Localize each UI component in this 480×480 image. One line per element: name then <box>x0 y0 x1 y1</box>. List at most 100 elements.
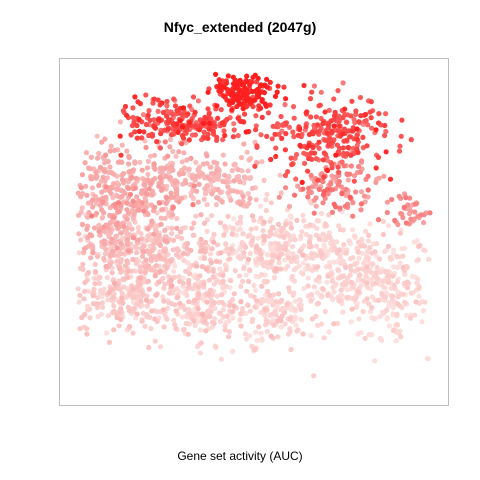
scatter-point <box>211 320 217 327</box>
scatter-point <box>283 120 289 126</box>
scatter-point <box>399 211 405 217</box>
scatter-point <box>214 293 220 299</box>
scatter-point <box>207 164 213 170</box>
scatter-point <box>187 310 193 317</box>
scatter-point <box>245 302 251 308</box>
scatter-point <box>76 299 82 305</box>
scatter-point <box>338 287 344 293</box>
scatter-point <box>265 288 271 294</box>
scatter-point <box>268 241 274 247</box>
scatter-point <box>130 256 136 263</box>
scatter-point <box>314 252 320 259</box>
scatter-point <box>238 283 244 289</box>
scatter-point <box>395 294 401 300</box>
scatter-point <box>229 168 235 174</box>
scatter-point <box>104 275 110 281</box>
scatter-point <box>185 260 191 266</box>
scatter-point <box>242 331 248 337</box>
scatter-point <box>137 264 143 270</box>
scatter-point <box>251 217 257 223</box>
scatter-point <box>214 167 221 173</box>
scatter-point <box>149 133 155 139</box>
scatter-point <box>230 81 237 87</box>
scatter-point <box>282 102 288 108</box>
scatter-point <box>409 273 415 279</box>
scatter-point <box>364 143 370 149</box>
scatter-point <box>83 150 90 156</box>
scatter-point <box>177 278 183 285</box>
scatter-point <box>197 350 204 356</box>
scatter-point <box>118 241 124 247</box>
scatter-point <box>404 285 411 291</box>
scatter-point <box>400 253 406 259</box>
scatter-point <box>182 306 188 312</box>
scatter-point <box>313 243 320 249</box>
scatter-point <box>158 179 164 185</box>
scatter-point <box>276 255 282 261</box>
scatter-point <box>357 272 363 278</box>
scatter-point <box>382 269 388 275</box>
scatter-point <box>220 278 226 284</box>
scatter-point <box>93 175 99 181</box>
scatter-point <box>171 317 177 323</box>
scatter-point <box>320 157 326 163</box>
scatter-point <box>160 307 166 313</box>
scatter-point <box>164 305 170 311</box>
scatter-point <box>136 229 142 235</box>
scatter-point <box>258 300 264 306</box>
scatter-point <box>103 184 109 190</box>
scatter-point <box>264 328 270 335</box>
scatter-point <box>380 284 386 290</box>
scatter-point <box>337 123 343 129</box>
scatter-point <box>103 263 109 270</box>
scatter-point <box>120 108 126 114</box>
scatter-point <box>135 293 141 299</box>
scatter-point <box>335 164 341 170</box>
scatter-point <box>230 348 236 354</box>
scatter-point <box>148 237 154 243</box>
scatter-point <box>177 300 183 306</box>
scatter-point <box>221 84 227 90</box>
scatter-point <box>188 193 194 199</box>
scatter-point <box>377 256 383 262</box>
scatter-point <box>282 147 288 153</box>
scatter-point <box>254 337 260 344</box>
scatter-point <box>307 244 313 250</box>
scatter-point <box>314 301 320 307</box>
scatter-point <box>204 183 210 189</box>
scatter-point <box>373 280 379 286</box>
scatter-point <box>420 308 426 314</box>
scatter-point <box>247 175 253 182</box>
scatter-point <box>152 204 158 210</box>
scatter-point <box>400 264 406 271</box>
scatter-point <box>148 267 154 273</box>
scatter-point <box>344 294 350 301</box>
scatter-point <box>231 216 237 222</box>
scatter-point <box>339 191 345 197</box>
scatter-point <box>350 213 356 219</box>
scatter-point <box>382 132 388 139</box>
scatter-point <box>107 148 113 154</box>
scatter-point <box>427 210 433 216</box>
scatter-point <box>225 184 231 190</box>
scatter-point <box>290 255 297 262</box>
scatter-point <box>217 266 223 272</box>
scatter-point <box>127 191 133 197</box>
scatter-point <box>222 179 229 185</box>
scatter-point <box>303 231 309 238</box>
scatter-point <box>181 250 187 256</box>
scatter-point <box>278 318 284 324</box>
scatter-point <box>128 132 134 138</box>
scatter-point <box>145 233 151 239</box>
scatter-point <box>283 185 289 191</box>
scatter-point <box>198 340 204 346</box>
scatter-point <box>84 226 90 232</box>
scatter-point <box>384 199 390 205</box>
scatter-point <box>185 331 191 337</box>
scatter-point <box>319 293 325 299</box>
scatter-point <box>236 99 242 106</box>
scatter-point <box>303 110 309 116</box>
scatter-point <box>142 269 148 275</box>
scatter-point <box>306 142 312 149</box>
scatter-point <box>164 265 170 271</box>
